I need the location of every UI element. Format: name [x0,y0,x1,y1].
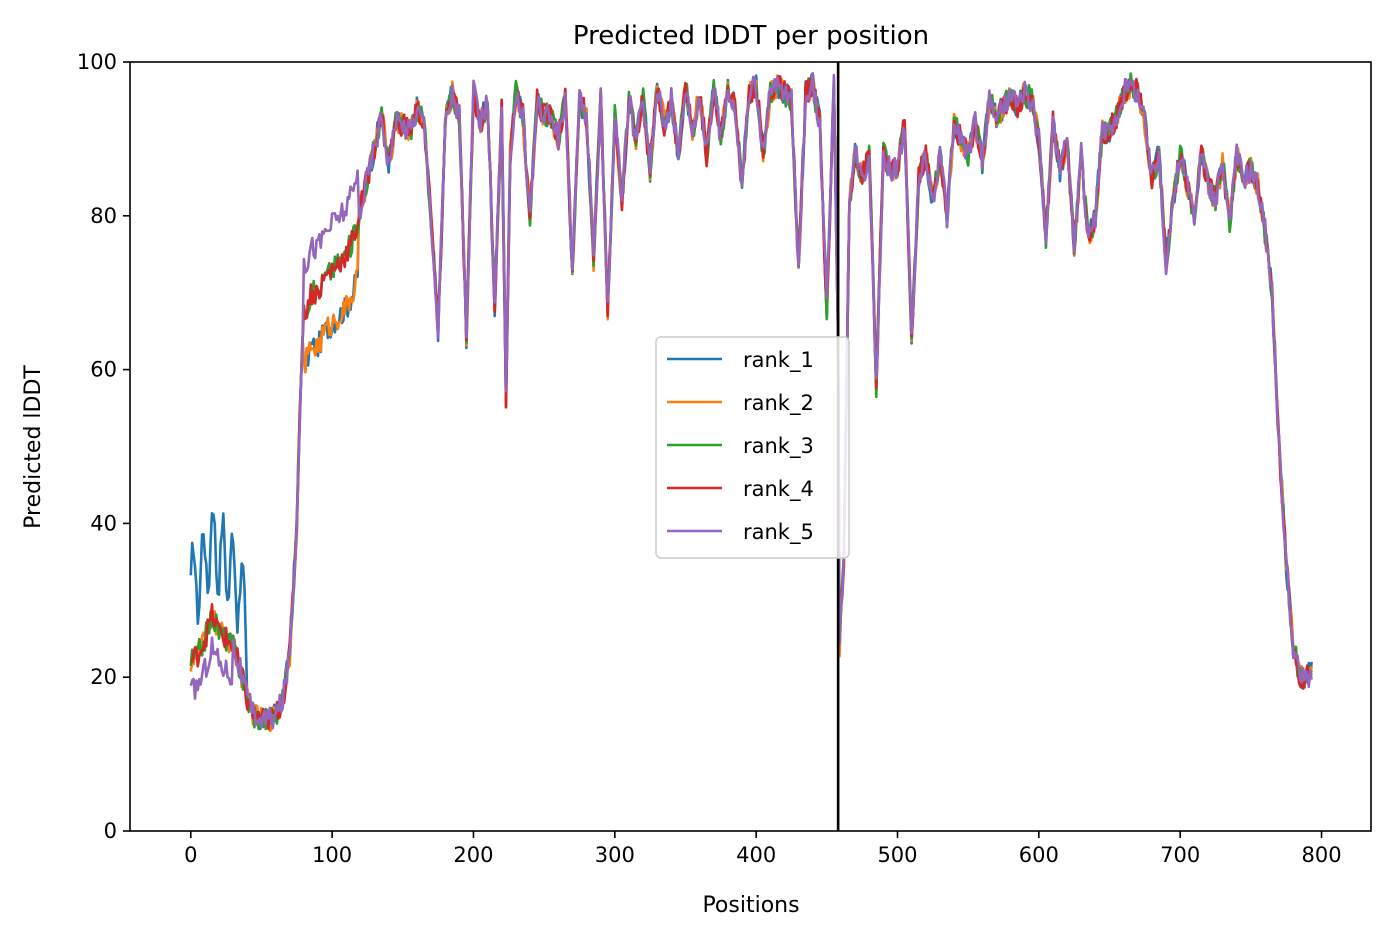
y-tick-label: 100 [77,50,117,74]
x-tick-label: 100 [312,843,352,867]
x-tick-label: 400 [736,843,776,867]
legend-label-rank_3: rank_3 [743,434,814,459]
x-tick-label: 300 [595,843,635,867]
axes: 0 100 200 300 400 500 600 700 800 0 20 40 60 80 100 [77,50,1372,867]
x-tick-label: 0 [184,843,197,867]
legend-label-rank_1: rank_1 [743,348,814,373]
y-tick-label: 80 [90,204,117,228]
legend-label-rank_4: rank_4 [743,477,814,502]
y-tick-label: 0 [104,819,117,843]
y-axis-label: Predicted lDDT [21,365,46,529]
legend-label-rank_5: rank_5 [743,520,814,545]
x-tick-label: 600 [1019,843,1059,867]
legend: rank_1 rank_2 rank_3 rank_4 rank_5 [655,336,850,559]
series-line-rank_5 [189,72,1313,730]
legend-frame [655,336,850,559]
legend-label-rank_2: rank_2 [743,391,814,416]
x-tick-label: 500 [877,843,917,867]
x-axis-label: Positions [702,893,799,918]
y-tick-label: 20 [90,665,117,689]
axes-frame [129,61,1372,832]
chart-title: Predicted lDDT per position [573,21,929,51]
x-tick-label: 200 [453,843,493,867]
y-tick-label: 60 [90,358,117,382]
x-tick-label: 800 [1301,843,1341,867]
y-tick-label: 40 [90,511,117,535]
x-tick-label: 700 [1160,843,1200,867]
